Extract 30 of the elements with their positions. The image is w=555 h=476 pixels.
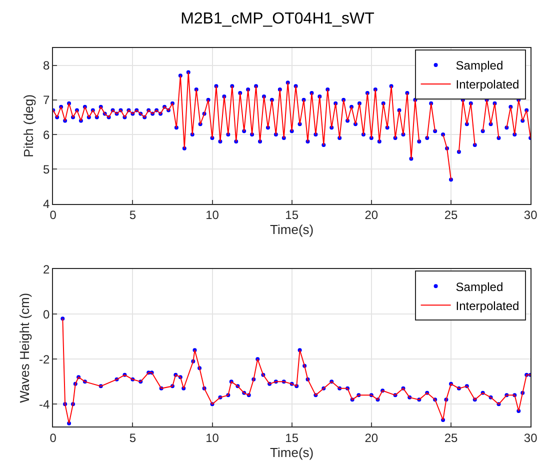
x-tick-label: 20 <box>364 431 378 446</box>
y-tick-label: 4 <box>43 197 50 212</box>
y-tick-label: 7 <box>43 93 50 108</box>
y-tick-label: -2 <box>39 352 50 366</box>
legend-label: Sampled <box>456 58 504 73</box>
x-tick-label: 25 <box>444 208 458 222</box>
x-tick-label: 10 <box>206 431 220 446</box>
x-tick-label: 15 <box>285 208 299 222</box>
y-tick-label: 0 <box>43 307 50 322</box>
legend-label: Interpolated <box>456 298 520 313</box>
x-tick-label: 15 <box>285 431 299 446</box>
x-tick-label: 5 <box>129 431 136 446</box>
y-tick-label: 2 <box>43 262 50 276</box>
legend-label: Sampled <box>456 280 504 294</box>
chart-title: M2B1_cMP_OT04H1_sWT <box>180 10 375 28</box>
x-tick-label: 5 <box>129 208 136 222</box>
y-axis-title: Pitch (deg) <box>20 94 36 158</box>
x-axis-title: Time(s) <box>270 222 314 238</box>
y-tick-label: -4 <box>39 397 50 412</box>
y-tick-label: 8 <box>43 58 50 72</box>
x-tick-label: 25 <box>444 431 458 446</box>
x-tick-label: 10 <box>206 208 220 222</box>
x-tick-label: 30 <box>524 431 538 446</box>
y-axis-title: Waves Height (cm) <box>16 292 32 403</box>
y-tick-label: 5 <box>43 162 50 176</box>
y-tick-label: 6 <box>43 128 50 142</box>
x-axis-title: Time(s) <box>270 445 314 460</box>
legend-label: Interpolated <box>456 78 520 92</box>
x-tick-label: 30 <box>524 208 538 222</box>
x-tick-label: 20 <box>364 208 378 222</box>
